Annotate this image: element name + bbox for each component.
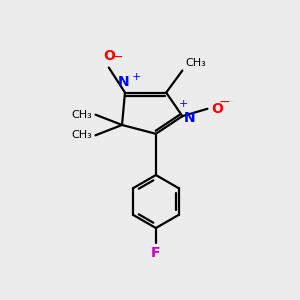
Text: CH₃: CH₃ <box>71 130 92 140</box>
Text: −: − <box>111 50 123 64</box>
Text: +: + <box>131 72 141 82</box>
Text: N: N <box>118 75 129 89</box>
Text: −: − <box>219 95 230 109</box>
Text: +: + <box>179 99 188 110</box>
Text: CH₃: CH₃ <box>71 110 92 120</box>
Text: O: O <box>211 102 223 116</box>
Text: N: N <box>184 111 196 124</box>
Text: F: F <box>151 246 160 260</box>
Text: CH₃: CH₃ <box>185 58 206 68</box>
Text: O: O <box>103 49 115 63</box>
